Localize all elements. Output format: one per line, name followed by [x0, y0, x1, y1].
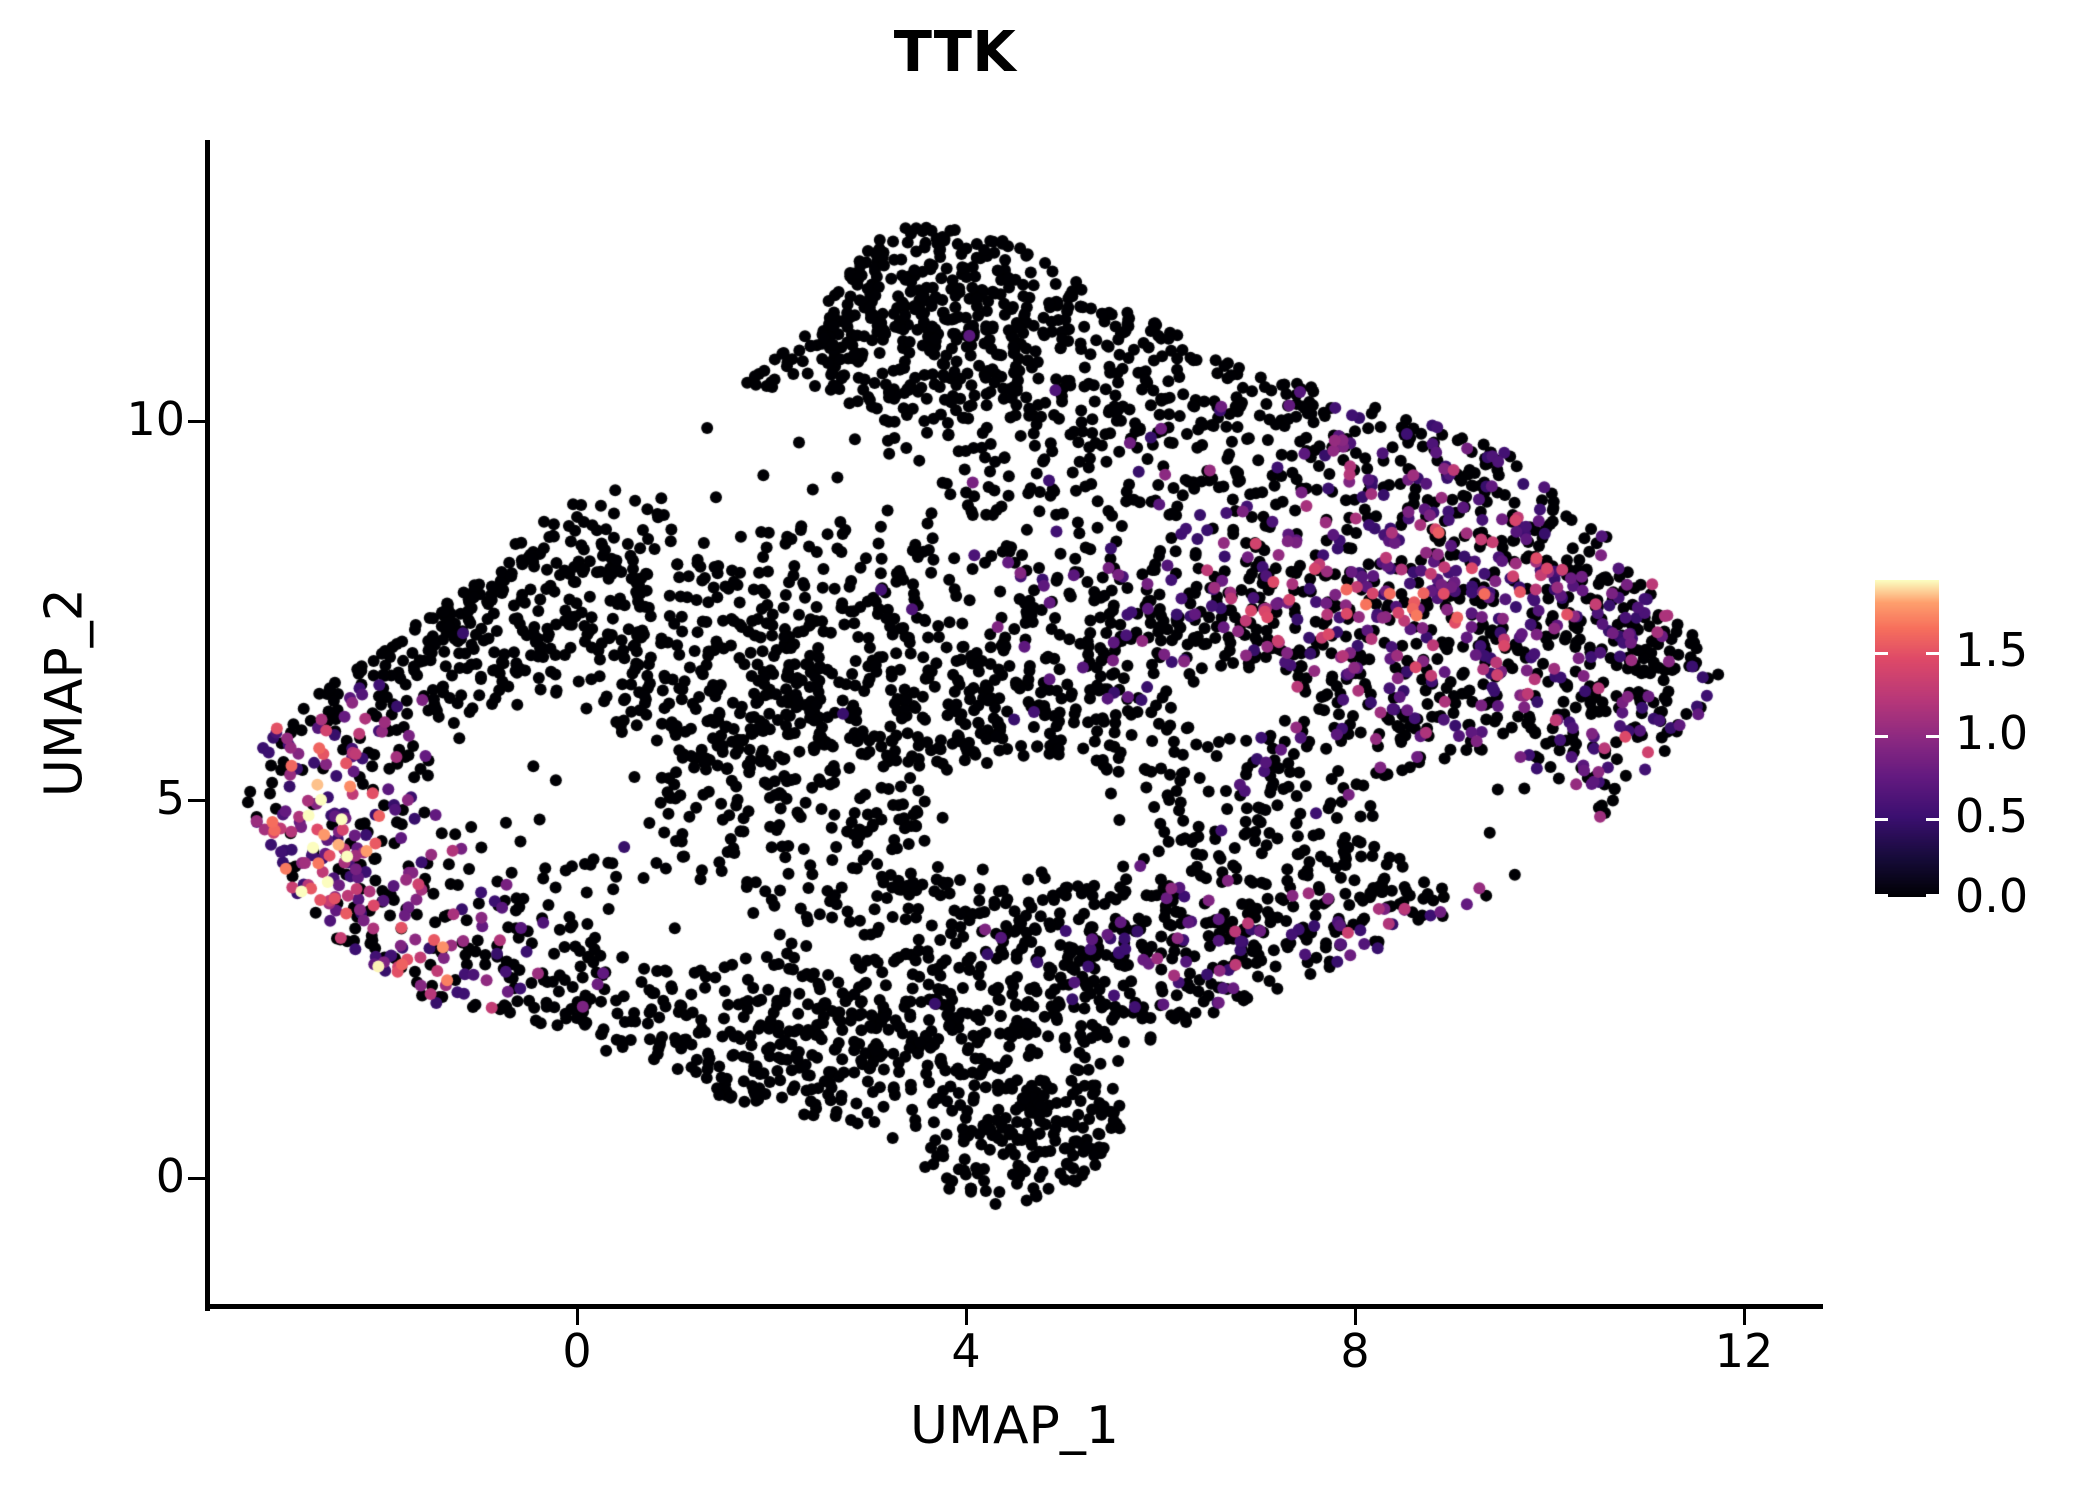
colorbar-tick-seg-right: [1926, 735, 1939, 738]
colorbar-tick-seg-right: [1926, 894, 1939, 897]
x-tick-label-0: 0: [562, 1324, 592, 1378]
x-axis-label: UMAP_1: [910, 1396, 1119, 1456]
y-tick-label-10: 10: [126, 392, 185, 446]
colorbar[interactable]: 1.5 1.0 0.5 0.0: [1875, 580, 2100, 921]
scatter-plot-area[interactable]: [209, 140, 1820, 1307]
page-title: TTK: [893, 20, 1017, 85]
colorbar-label-1-0: 1.0: [1955, 706, 2029, 760]
colorbar-tick-seg-right: [1926, 652, 1939, 655]
x-tick-mark-0: [576, 1308, 579, 1325]
y-axis-spine: [205, 140, 210, 1311]
y-tick-label-5: 5: [155, 771, 185, 825]
y-tick-mark-0: [188, 1177, 206, 1180]
colorbar-label-1-5: 1.5: [1955, 623, 2029, 677]
x-tick-label-8: 8: [1340, 1324, 1370, 1378]
x-tick-label-4: 4: [951, 1324, 981, 1378]
colorbar-label-0-0: 0.0: [1955, 869, 2029, 923]
x-axis-spine: [205, 1304, 1823, 1309]
colorbar-tick-seg-left: [1875, 652, 1888, 655]
colorbar-gradient: [1875, 580, 1939, 897]
x-tick-mark-4: [965, 1308, 968, 1325]
colorbar-tick-0-5: [1875, 818, 1939, 821]
umap-scatter-points[interactable]: [209, 140, 1820, 1307]
x-tick-mark-12: [1743, 1308, 1746, 1325]
y-tick-mark-5: [188, 799, 206, 802]
colorbar-tick-seg-left: [1875, 818, 1888, 821]
y-axis-label: UMAP_2: [34, 588, 95, 798]
colorbar-tick-seg-right: [1926, 818, 1939, 821]
y-tick-mark-10: [188, 420, 206, 423]
x-tick-mark-8: [1354, 1308, 1357, 1325]
colorbar-tick-1-0: [1875, 735, 1939, 738]
colorbar-tick-seg-left: [1875, 735, 1888, 738]
colorbar-tick-1-5: [1875, 652, 1939, 655]
y-tick-label-0: 0: [155, 1149, 185, 1203]
colorbar-tick-0-0: [1875, 894, 1939, 897]
colorbar-label-0-5: 0.5: [1955, 789, 2029, 843]
x-tick-label-12: 12: [1714, 1324, 1774, 1378]
colorbar-tick-seg-left: [1875, 894, 1888, 897]
